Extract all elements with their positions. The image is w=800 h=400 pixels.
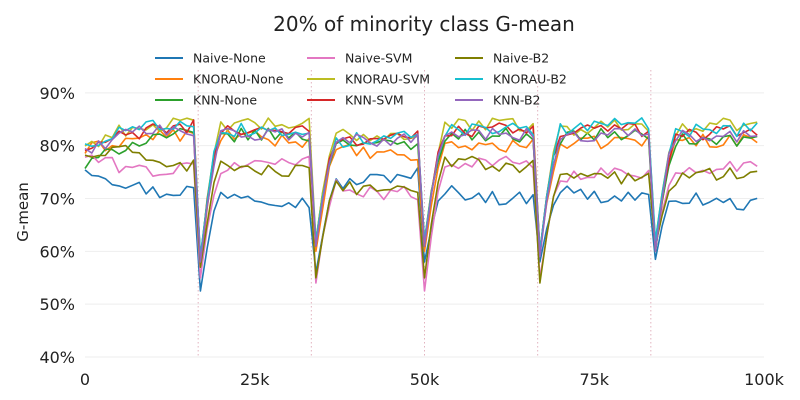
x-tick-label: 75k bbox=[579, 370, 609, 389]
y-tick-label: 50% bbox=[39, 295, 75, 314]
legend-label: KNORAU-None bbox=[193, 72, 284, 87]
legend-label: KNN-None bbox=[193, 93, 257, 108]
legend-label: KNN-B2 bbox=[493, 93, 541, 108]
legend: Naive-None KNORAU-None KNN-None Naive-SVM KN… bbox=[155, 51, 567, 108]
legend-label: Naive-B2 bbox=[493, 51, 549, 66]
series-line-knn-b2 bbox=[84, 124, 758, 263]
legend-label: Naive-SVM bbox=[345, 51, 412, 66]
chart-title: 20% of minority class G-mean bbox=[273, 12, 575, 36]
series-lines bbox=[84, 117, 758, 292]
drift-markers bbox=[197, 70, 652, 357]
y-tick-label: 90% bbox=[39, 84, 75, 103]
y-tick-label: 40% bbox=[39, 348, 75, 367]
axis-ticks: 40% 50% 60% 70% 80% 90% 0 25k 50k 75k 100k bbox=[39, 84, 784, 389]
legend-label: KNORAU-SVM bbox=[345, 72, 430, 87]
y-tick-label: 60% bbox=[39, 242, 75, 261]
x-tick-label: 50k bbox=[410, 370, 440, 389]
legend-label: Naive-None bbox=[193, 51, 266, 66]
x-tick-label: 25k bbox=[240, 370, 270, 389]
x-tick-label: 0 bbox=[80, 370, 90, 389]
y-tick-label: 70% bbox=[39, 190, 75, 209]
legend-label: KNORAU-B2 bbox=[493, 72, 567, 87]
y-axis-label: G-mean bbox=[14, 182, 32, 242]
x-tick-label: 100k bbox=[744, 370, 785, 389]
y-tick-label: 80% bbox=[39, 137, 75, 156]
legend-label: KNN-SVM bbox=[345, 93, 404, 108]
